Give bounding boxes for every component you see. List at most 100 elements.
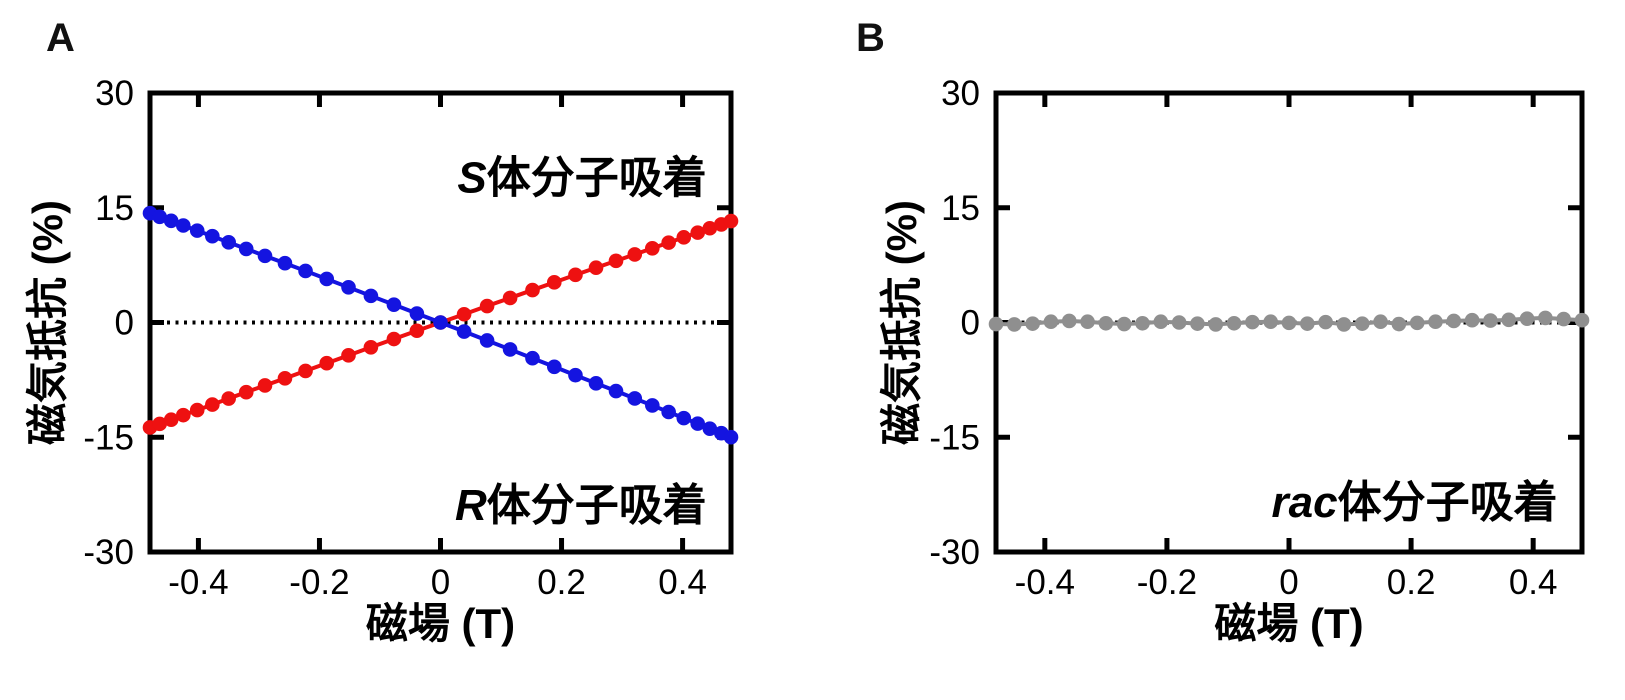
data-point (363, 288, 379, 304)
data-point (568, 267, 583, 283)
y-tick-label: -15 (83, 418, 134, 457)
data-point (277, 371, 293, 386)
data-point (627, 247, 643, 262)
data-point (319, 355, 335, 371)
data-point (1483, 313, 1498, 328)
panel-b-letter: B (856, 16, 885, 60)
data-point (702, 220, 718, 236)
data-point (588, 260, 604, 276)
data-point (456, 324, 472, 339)
x-tick-label: -0.4 (1015, 563, 1075, 602)
data-point (608, 253, 624, 269)
data-point (645, 240, 660, 256)
x-axis-title: 磁場 (T) (366, 600, 515, 647)
data-point (1007, 317, 1022, 332)
data-point (1116, 316, 1132, 332)
data-point (608, 383, 624, 399)
data-point (627, 391, 643, 406)
data-point (257, 248, 273, 264)
data-point (1263, 314, 1278, 330)
data-point (298, 363, 313, 379)
data-point (588, 376, 604, 391)
data-point (1300, 316, 1315, 331)
x-tick-label: 0.2 (1387, 563, 1436, 602)
data-point (175, 407, 191, 423)
data-point (1318, 314, 1333, 330)
data-point (525, 350, 540, 366)
data-point (690, 225, 706, 240)
data-point (257, 378, 273, 393)
data-point (502, 290, 518, 306)
y-tick-label: 0 (115, 304, 134, 343)
data-point (152, 209, 167, 225)
data-point (645, 398, 660, 413)
x-tick-label: -0.2 (1137, 563, 1197, 602)
data-point (1281, 315, 1297, 331)
x-tick-label: 0.2 (537, 563, 586, 602)
data-point (163, 213, 179, 229)
y-tick-label: 30 (95, 74, 134, 113)
data-point (546, 275, 562, 290)
data-point (386, 331, 402, 347)
data-point (1391, 316, 1407, 332)
data-point (221, 235, 236, 250)
data-point (341, 348, 356, 363)
data-point (175, 218, 191, 233)
data-point (479, 298, 495, 314)
panel-a-letter: A (46, 16, 75, 60)
panel-a-plot: -0.4 -0.2 0 0.2 0.4 30 15 0 -15 -30 S体分子吸着 R体分子吸着磁場… (24, 74, 739, 647)
data-point (409, 306, 425, 321)
data-point (661, 235, 676, 250)
data-point (152, 416, 167, 432)
data-point (988, 316, 1004, 332)
data-point (1354, 316, 1370, 331)
data-point (238, 384, 254, 400)
data-point (433, 315, 448, 330)
data-point (1190, 316, 1205, 331)
data-point (189, 223, 205, 238)
data-point (341, 280, 356, 295)
data-point (1061, 313, 1077, 329)
y-tick-label: -30 (83, 533, 134, 572)
data-point (1464, 312, 1480, 328)
data-point (479, 333, 495, 348)
data-point (1245, 314, 1260, 330)
data-point (1226, 315, 1242, 331)
data-point (723, 429, 739, 445)
y-tick-label: 15 (941, 189, 980, 228)
data-point (189, 402, 205, 418)
series-label: rac体分子吸着 (1272, 478, 1558, 527)
data-point (502, 342, 518, 357)
data-point (1208, 317, 1224, 332)
data-point (319, 271, 335, 287)
data-point (1135, 315, 1150, 331)
data-point (456, 306, 472, 322)
data-point (1336, 317, 1352, 332)
data-point (723, 213, 739, 229)
data-point (702, 421, 718, 436)
y-tick-label: 15 (95, 189, 134, 228)
data-point (676, 230, 692, 245)
data-point (1574, 312, 1590, 328)
data-point (1025, 316, 1040, 331)
x-tick-label: 0.4 (1509, 563, 1558, 602)
data-point (205, 228, 220, 244)
y-tick-label: 0 (961, 304, 980, 343)
data-point (1153, 314, 1169, 330)
x-tick-label: -0.4 (168, 563, 228, 602)
data-point (1446, 313, 1462, 329)
y-tick-label: -30 (929, 533, 980, 572)
series-label: S体分子吸着 (457, 153, 706, 202)
data-point (238, 241, 254, 257)
data-point (205, 397, 220, 412)
data-point (1409, 315, 1425, 331)
data-point (163, 412, 179, 428)
data-point (1373, 314, 1388, 330)
data-point (363, 339, 379, 355)
data-point (661, 404, 676, 420)
y-axis-title: 磁気抵抗 (%) (878, 200, 925, 445)
data-point (676, 410, 692, 426)
